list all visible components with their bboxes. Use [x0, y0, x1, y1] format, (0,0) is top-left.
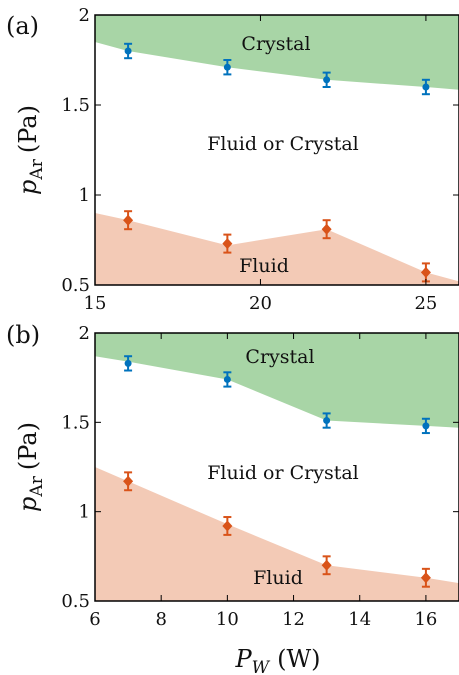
y-tick-label-a-2: 2 [79, 5, 90, 26]
x-tick-label-b-6: 6 [89, 609, 100, 630]
region-label-fluid-or-crystal-b: Fluid or Crystal [207, 462, 358, 484]
y-axis-label-b: pAr (Pa) [14, 422, 47, 512]
x-tick-label-a-15: 15 [84, 293, 107, 314]
data-point-b-circle-3 [322, 412, 331, 429]
y-tick-label-a-1: 1 [79, 185, 90, 206]
crystal-region-a [95, 15, 459, 90]
plot-frame-b [94, 332, 459, 602]
data-point-a-circle-4 [421, 78, 430, 96]
fluid-region-b [95, 467, 459, 601]
y-axis-label-subscript-a: Ar [27, 158, 47, 180]
x-tick-label-a-25: 25 [414, 293, 437, 314]
region-label-fluid-b: Fluid [253, 567, 303, 589]
plot-frame-a [94, 14, 459, 286]
y-axis-label-unit-b: (Pa) [14, 422, 42, 470]
y-tick-label-b-1: 1 [79, 502, 90, 523]
data-point-a-diamond-1 [123, 210, 134, 231]
data-point-a-diamond-3 [321, 219, 332, 240]
x-tick-label-a-20: 20 [249, 293, 272, 314]
region-label-crystal-b: Crystal [245, 346, 314, 368]
data-point-b-diamond-2 [222, 516, 233, 536]
y-axis-label-unit-a: (Pa) [14, 105, 42, 153]
x-tick-label-b-12: 12 [282, 609, 305, 630]
x-tick-label-b-16: 16 [414, 609, 437, 630]
data-point-b-diamond-1 [123, 471, 134, 492]
data-point-b-diamond-3 [321, 555, 332, 576]
region-label-fluid-or-crystal-a: Fluid or Crystal [207, 133, 358, 155]
x-axis-label-symbol-b: P [234, 645, 252, 673]
data-point-b-circle-1 [124, 355, 133, 372]
y-tick-label-b-1.5: 1.5 [61, 412, 90, 433]
data-point-a-circle-2 [223, 59, 232, 76]
fluid-region-a [95, 213, 459, 285]
x-axis-label-b: PW (W) [234, 645, 320, 675]
x-tick-label-b-14: 14 [348, 609, 371, 630]
x-axis-label-unit-b: (W) [277, 645, 320, 673]
y-tick-label-a-0.5: 0.5 [61, 275, 90, 296]
region-label-fluid-a: Fluid [239, 255, 289, 277]
y-axis-label-a: pAr (Pa) [14, 105, 47, 195]
x-axis-label-subscript-b: W [252, 658, 271, 675]
x-tick-label-b-10: 10 [216, 609, 239, 630]
y-axis-label-symbol-a: p [14, 180, 42, 195]
panel-label-a: (a) [6, 12, 39, 40]
data-point-b-circle-2 [223, 371, 232, 388]
panel-label-b: (b) [6, 321, 40, 349]
y-axis-label-symbol-b: p [14, 497, 42, 512]
x-tick-label-b-8: 8 [155, 609, 166, 630]
data-point-b-diamond-4 [420, 567, 431, 588]
data-point-b-circle-4 [421, 417, 430, 435]
data-point-a-diamond-2 [222, 233, 233, 254]
y-axis-label-subscript-b: Ar [27, 475, 47, 497]
y-tick-label-b-2: 2 [79, 323, 90, 344]
data-point-a-circle-3 [322, 71, 331, 88]
region-label-crystal-a: Crystal [241, 33, 310, 55]
panel-a: 15 20 25 0.5 1 1.5 2 (a) Crystal Fluid or Crys… [6, 5, 459, 314]
panel-b: 6 8 10 12 14 16 0.5 1 1.5 2 (b) Crystal Fluid or … [6, 321, 459, 675]
y-tick-label-a-1.5: 1.5 [61, 95, 90, 116]
data-point-a-circle-1 [124, 42, 133, 60]
y-tick-label-b-0.5: 0.5 [61, 591, 90, 612]
crystal-region-b [95, 333, 459, 428]
